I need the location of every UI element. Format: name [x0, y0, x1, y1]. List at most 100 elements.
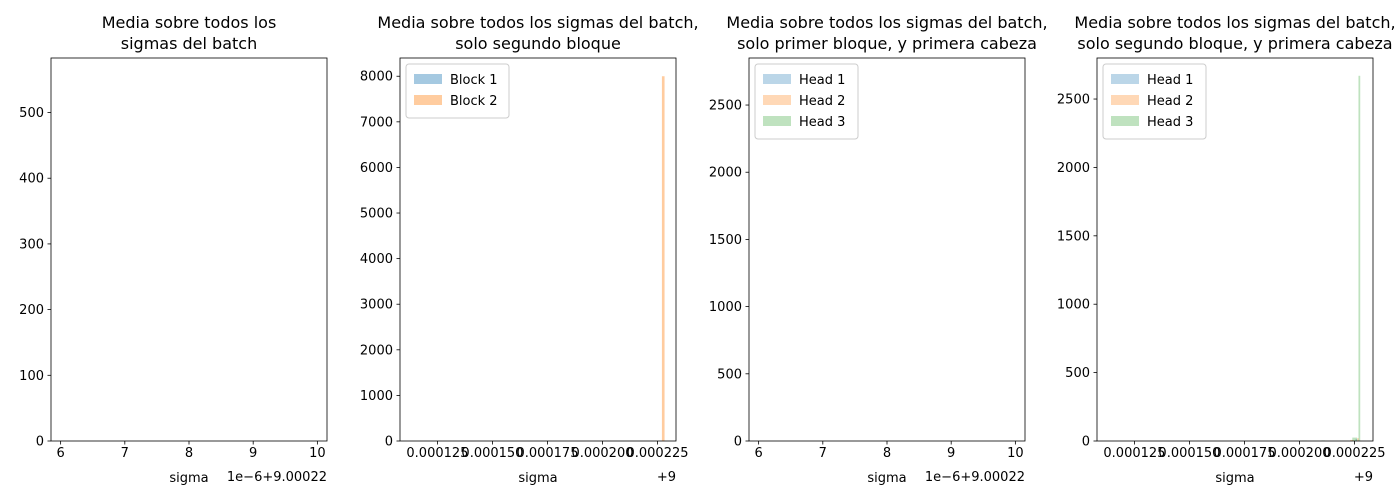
- legend-swatch: [1111, 116, 1139, 126]
- y-tick-label: 200: [19, 303, 44, 318]
- legend-label: Head 3: [799, 115, 845, 130]
- histogram-bar: [661, 76, 665, 441]
- y-tick-label: 1000: [1057, 298, 1090, 313]
- x-tick-label: 0.000150: [1158, 446, 1220, 461]
- y-tick-label: 1000: [360, 389, 393, 404]
- x-tick-label: 0.000150: [461, 446, 523, 461]
- x-tick-label: 0.000175: [1213, 446, 1275, 461]
- legend-frame: [1102, 63, 1207, 140]
- x-tick-label: 0.000200: [571, 446, 633, 461]
- y-tick-label: 1000: [709, 300, 742, 315]
- chart-title: solo segundo bloque, y primera cabeza: [1077, 34, 1392, 53]
- axes-frame: [50, 57, 328, 442]
- x-tick-label: 8: [883, 446, 891, 461]
- histogram-bar: [1352, 437, 1358, 441]
- y-tick-label: 500: [1065, 366, 1090, 381]
- y-tick-label: 400: [19, 172, 44, 187]
- x-tick-label: 8: [185, 446, 193, 461]
- x-tick-label: 6: [754, 446, 762, 461]
- x-offset-text: +9: [657, 470, 676, 485]
- x-tick-label: 0.000125: [1103, 446, 1165, 461]
- x-tick-label: 0.000225: [1323, 446, 1385, 461]
- legend-swatch: [763, 74, 791, 84]
- y-tick-label: 300: [19, 237, 44, 252]
- y-tick-label: 100: [19, 369, 44, 384]
- x-axis-label: sigma: [867, 471, 906, 486]
- bars: [661, 76, 665, 441]
- chart-title: Media sobre todos los sigmas del batch,: [1074, 13, 1395, 32]
- x-tick-label: 9: [249, 446, 257, 461]
- y-tick-label: 0: [734, 435, 742, 450]
- legend-label: Head 2: [799, 94, 845, 109]
- x-tick-label: 7: [819, 446, 827, 461]
- subplot-2: 0.0001250.0001500.0001750.0002000.000225…: [360, 13, 699, 486]
- x-axis-label: sigma: [169, 471, 208, 486]
- y-tick-label: 7000: [360, 115, 393, 130]
- legend-label: Head 2: [1147, 94, 1193, 109]
- legend-swatch: [1111, 74, 1139, 84]
- x-offset-text: 1e−6+9.00022: [227, 470, 327, 485]
- x-tick-label: 0.000225: [626, 446, 688, 461]
- x-tick-label: 9: [947, 446, 955, 461]
- legend: Head 1 Head 2 Head 3: [754, 63, 859, 140]
- chart-title: Media sobre todos los sigmas del batch,: [726, 13, 1047, 32]
- x-tick-label: 0.000125: [406, 446, 468, 461]
- chart-title: solo primer bloque, y primera cabeza: [737, 34, 1037, 53]
- y-tick-label: 0: [1082, 435, 1090, 450]
- histogram-bar: [1358, 75, 1361, 442]
- axes-frame: [399, 57, 677, 442]
- y-tick-label: 0: [36, 435, 44, 450]
- chart-title: sigmas del batch: [121, 34, 257, 53]
- y-tick-label: 5000: [360, 207, 393, 222]
- axes-frame: [1096, 57, 1374, 442]
- legend: Head 1 Head 2 Head 3: [1102, 63, 1207, 140]
- legend-swatch: [414, 74, 442, 84]
- legend-swatch: [763, 95, 791, 105]
- y-tick-label: 6000: [360, 161, 393, 176]
- y-tick-label: 2000: [709, 166, 742, 181]
- x-axis-label: sigma: [518, 471, 557, 486]
- y-tick-label: 2500: [1057, 93, 1090, 108]
- legend-label: Head 3: [1147, 115, 1193, 130]
- legend-frame: [405, 63, 510, 119]
- chart-title: Media sobre todos los sigmas del batch,: [377, 13, 698, 32]
- x-offset-text: +9: [1354, 470, 1373, 485]
- histogram-bar: [1350, 439, 1354, 441]
- x-tick-label: 7: [121, 446, 129, 461]
- x-tick-label: 0.000200: [1268, 446, 1330, 461]
- y-tick-label: 8000: [360, 70, 393, 85]
- y-tick-label: 4000: [360, 252, 393, 267]
- x-tick-label: 6: [56, 446, 64, 461]
- x-axis-label: sigma: [1215, 471, 1254, 486]
- x-tick-label: 10: [309, 446, 326, 461]
- bars: [1301, 75, 1361, 442]
- y-tick-label: 1500: [1057, 229, 1090, 244]
- legend-swatch: [414, 95, 442, 105]
- chart-title: solo segundo bloque: [455, 34, 621, 53]
- y-tick-label: 2000: [1057, 161, 1090, 176]
- y-tick-label: 2000: [360, 343, 393, 358]
- y-tick-label: 2500: [709, 99, 742, 114]
- legend-frame: [754, 63, 859, 140]
- legend-swatch: [763, 116, 791, 126]
- legend: Block 1 Block 2: [405, 63, 510, 119]
- subplot-4: 0.0001250.0001500.0001750.0002000.000225…: [1057, 13, 1396, 486]
- y-tick-label: 500: [19, 106, 44, 121]
- legend-label: Block 2: [450, 94, 498, 109]
- y-tick-label: 500: [717, 367, 742, 382]
- y-tick-label: 0: [385, 435, 393, 450]
- x-offset-text: 1e−6+9.00022: [925, 470, 1025, 485]
- legend-label: Block 1: [450, 73, 498, 88]
- legend-label: Head 1: [799, 73, 845, 88]
- legend-label: Head 1: [1147, 73, 1193, 88]
- x-tick-label: 10: [1007, 446, 1024, 461]
- subplot-3: 6 7 8 9 10 0 500 1000 1500 2000 2500 sigma 1e−6+9.00…: [709, 13, 1048, 486]
- y-tick-label: 3000: [360, 298, 393, 313]
- legend-swatch: [1111, 95, 1139, 105]
- histogram-bar: [1357, 438, 1359, 441]
- histogram-bar: [1355, 438, 1358, 441]
- y-tick-label: 1500: [709, 233, 742, 248]
- chart-title: Media sobre todos los: [102, 13, 277, 32]
